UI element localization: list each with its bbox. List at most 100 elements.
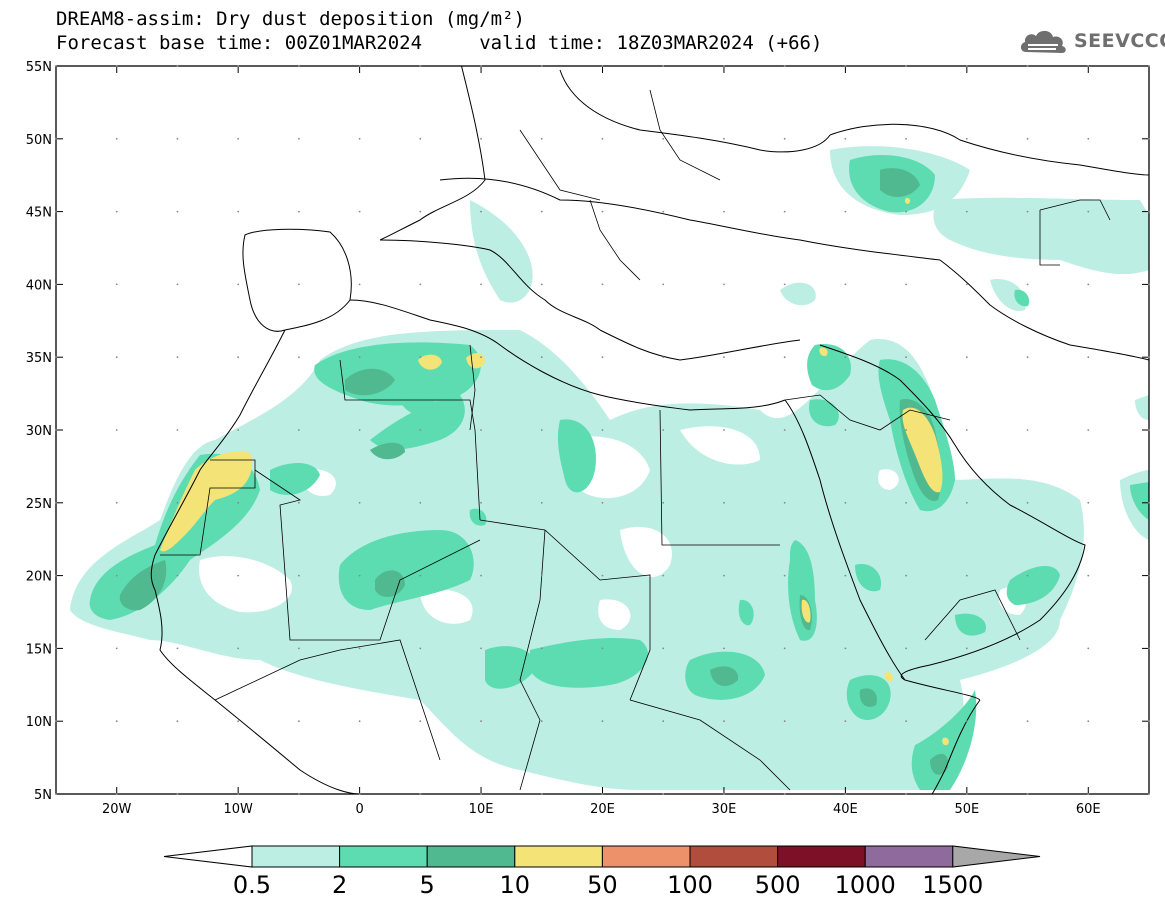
graticule-dot xyxy=(480,720,482,723)
graticule-dot xyxy=(601,65,604,67)
graticule-dot xyxy=(480,356,482,359)
graticule-dot xyxy=(965,647,968,650)
graticule-dot xyxy=(1087,720,1090,723)
graticule-dot xyxy=(358,210,361,213)
graticule-dot xyxy=(540,793,543,795)
graticule-dot xyxy=(905,793,908,795)
colorbar-label: 0.5 xyxy=(233,871,271,899)
graticule-dot xyxy=(237,283,240,286)
graticule-dot xyxy=(480,137,482,140)
graticule-dot xyxy=(965,793,968,795)
lat-label: 25N xyxy=(26,497,52,512)
graticule-dot xyxy=(1148,356,1150,359)
lon-label: 20E xyxy=(590,802,615,817)
graticule-dot xyxy=(965,210,968,213)
graticule-dot xyxy=(297,501,300,504)
graticule-dot xyxy=(783,793,786,795)
graticule-dot xyxy=(115,647,118,650)
graticule-dot xyxy=(844,647,847,650)
graticule-dot xyxy=(297,720,300,723)
graticule-dot xyxy=(237,429,240,431)
graticule-dot xyxy=(905,501,908,504)
graticule-dot xyxy=(783,65,786,67)
graticule-dot xyxy=(55,65,57,67)
graticule-dot xyxy=(905,283,908,286)
graticule-dot xyxy=(1148,283,1150,286)
lon-label: 20W xyxy=(102,802,132,817)
lon-label: 30E xyxy=(712,802,737,817)
lon-label: 0 xyxy=(355,802,363,817)
graticule-dot xyxy=(601,356,604,359)
graticule-dot xyxy=(237,65,240,67)
colorbar-bin xyxy=(864,845,954,868)
graticule-dot xyxy=(55,356,57,359)
graticule-dot xyxy=(1026,574,1029,577)
lat-label: 50N xyxy=(26,133,52,148)
graticule-dot xyxy=(55,283,57,286)
graticule-dot xyxy=(297,65,300,67)
graticule-dot xyxy=(237,647,240,650)
graticule-dot xyxy=(358,574,361,577)
graticule-dot xyxy=(1087,647,1090,650)
graticule-dot xyxy=(115,793,118,795)
lon-label: 50E xyxy=(954,802,979,817)
graticule-dot xyxy=(540,429,543,431)
graticule-dot xyxy=(965,65,968,67)
graticule-dot xyxy=(115,574,118,577)
graticule-dot xyxy=(419,210,422,213)
graticule-dot xyxy=(662,501,665,504)
graticule-dot xyxy=(783,210,786,213)
graticule-dot xyxy=(297,356,300,359)
graticule-dot xyxy=(237,793,240,795)
graticule-dot xyxy=(844,283,847,286)
graticule-dot xyxy=(662,356,665,359)
graticule-dot xyxy=(1026,356,1029,359)
graticule-dot xyxy=(540,501,543,504)
graticule-dot xyxy=(783,647,786,650)
graticule-dot xyxy=(540,647,543,650)
graticule-dot xyxy=(783,356,786,359)
graticule-dot xyxy=(1148,501,1150,504)
graticule-dot xyxy=(601,720,604,723)
colorbar-label: 100 xyxy=(667,871,713,899)
graticule-dot xyxy=(601,793,604,795)
graticule-dot xyxy=(783,283,786,286)
graticule-dot xyxy=(723,793,725,795)
graticule-dot xyxy=(176,793,179,795)
graticule-dot xyxy=(1148,574,1150,577)
graticule-dot xyxy=(1026,429,1029,431)
graticule-dot xyxy=(1026,793,1029,795)
longitude-ticks: 20W 10W 0 10E 20E 30E 40E 50E 60E xyxy=(102,66,1101,817)
graticule-dot xyxy=(480,65,482,67)
colorbar-label: 10 xyxy=(500,871,531,899)
graticule-dot xyxy=(55,137,57,140)
lat-label: 55N xyxy=(26,60,52,75)
graticule-dot xyxy=(176,210,179,213)
colorbar-label: 2 xyxy=(332,871,347,899)
colorbar-bin xyxy=(251,845,341,868)
map-subtitle-times: Forecast base time: 00Z01MAR2024 valid t… xyxy=(56,32,823,54)
graticule-dot xyxy=(844,574,847,577)
colorbar-over-arrow xyxy=(952,845,1041,868)
graticule-dot xyxy=(297,793,300,795)
graticule-dot xyxy=(55,793,57,795)
lon-label: 10W xyxy=(223,802,253,817)
graticule-dot xyxy=(723,283,725,286)
graticule-dot xyxy=(905,574,908,577)
colorbar-label: 50 xyxy=(587,871,618,899)
graticule-dot xyxy=(176,501,179,504)
graticule-dot xyxy=(55,647,57,650)
graticule-dot xyxy=(115,429,118,431)
graticule-dot xyxy=(662,647,665,650)
graticule-dot xyxy=(1148,429,1150,431)
colorbar-bin xyxy=(339,845,428,868)
graticule-dot xyxy=(723,65,725,67)
graticule-dot xyxy=(115,210,118,213)
graticule-dot xyxy=(1026,137,1029,140)
graticule-dot xyxy=(662,793,665,795)
graticule-dot xyxy=(540,137,543,140)
graticule-dot xyxy=(540,574,543,577)
graticule-dot xyxy=(662,210,665,213)
graticule-dot xyxy=(965,137,968,140)
